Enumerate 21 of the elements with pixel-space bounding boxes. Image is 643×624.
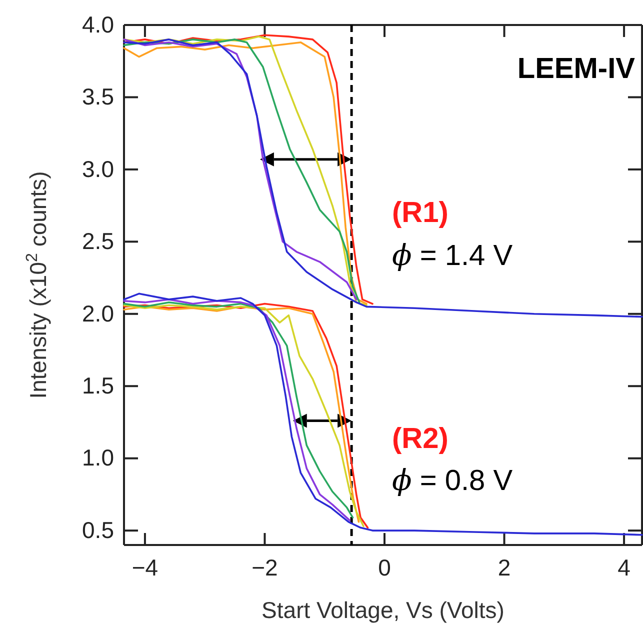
- x-tick-label: 0: [378, 554, 391, 580]
- y-tick-label: 3.5: [82, 84, 114, 110]
- y-tick-label: 2.0: [82, 300, 114, 326]
- line-series: [123, 292, 643, 536]
- x-axis-title: Start Voltage, Vs (Volts): [262, 597, 504, 623]
- y-tick-label: 1.0: [82, 444, 114, 471]
- y-tick-label: 2.5: [82, 228, 114, 254]
- annotation: ϕ = 0.8 V: [392, 463, 514, 497]
- x-tick-label: −2: [252, 554, 278, 580]
- line-series: [123, 38, 643, 318]
- annotation: (R1): [392, 197, 448, 229]
- annotation: LEEM-IV: [517, 53, 636, 85]
- y-tick-label: 1.5: [82, 372, 114, 398]
- x-tick-label: 4: [618, 554, 631, 580]
- y-tick-label: 0.5: [82, 516, 114, 543]
- annotation: ϕ = 1.4 V: [392, 238, 514, 272]
- x-tick-label: 2: [498, 554, 511, 580]
- y-tick-label: 4.0: [82, 11, 114, 38]
- y-tick-label: 3.0: [82, 156, 114, 182]
- annotation: (R2): [392, 423, 448, 455]
- x-tick-label: −4: [132, 554, 158, 580]
